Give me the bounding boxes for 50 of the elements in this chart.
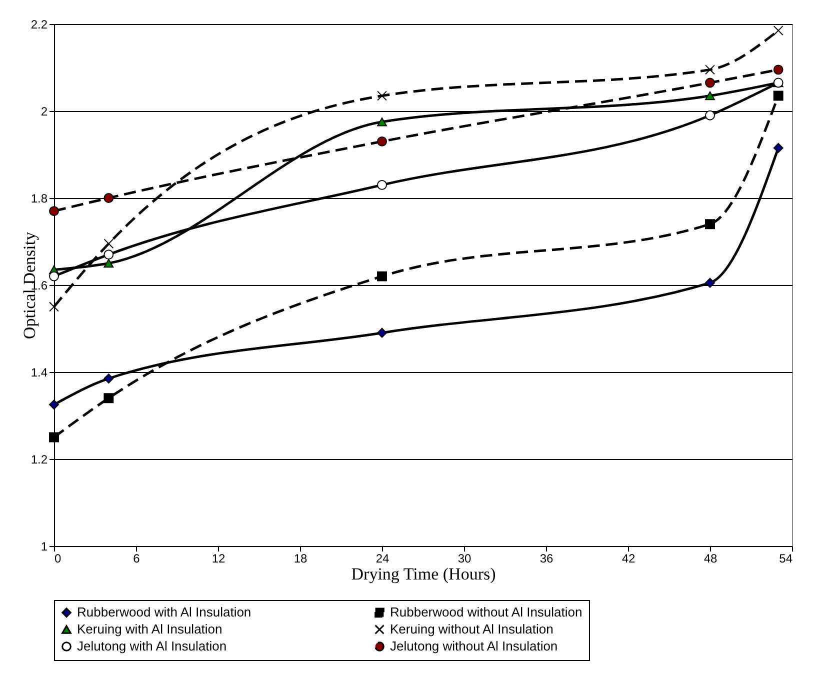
legend-label: Keruing with Al Insulation [77, 622, 222, 636]
point [705, 64, 715, 75]
point [377, 180, 387, 190]
x-axis-title: Drying Time (Hours) [351, 564, 496, 584]
x-tick-label: 12 [212, 552, 226, 566]
y-tick-label: 1.4 [30, 366, 48, 380]
x-tick-label: 0 [54, 552, 62, 566]
point [104, 258, 114, 268]
x-tick-label: 42 [622, 552, 636, 566]
point [377, 136, 387, 146]
point [377, 271, 387, 282]
legend-label: Keruing without Al Insulation [390, 622, 554, 636]
x-tick-label: 24 [376, 552, 390, 566]
legend-label: Rubberwood without Al Insulation [390, 604, 582, 620]
point [705, 78, 715, 88]
point [104, 238, 114, 249]
point [104, 250, 114, 260]
point [49, 206, 59, 216]
x-tick-label: 36 [540, 552, 554, 566]
x-tick-label: 48 [704, 552, 718, 566]
legend-label: Jelutong with Al Insulation [77, 638, 227, 654]
point [773, 64, 784, 75]
point [104, 393, 114, 404]
x-tick-label: 6 [133, 552, 140, 566]
point [705, 219, 715, 230]
point [377, 328, 387, 338]
y-tick-label: 2 [40, 104, 48, 118]
point [773, 90, 784, 101]
point [104, 374, 114, 384]
point [705, 110, 715, 120]
point [377, 118, 387, 126]
point [705, 278, 715, 288]
point [49, 400, 59, 410]
point [49, 302, 59, 312]
point [377, 90, 387, 101]
point [773, 143, 784, 153]
point [773, 26, 784, 36]
point [705, 91, 715, 100]
x-tick-label: 18 [294, 552, 308, 566]
point [104, 193, 114, 203]
x-tick-label: 30 [458, 552, 472, 566]
legend-label: Rubberwood with Al Insulation [77, 604, 252, 620]
x-tick-label: 54 [779, 552, 793, 566]
y-tick-label: 2.2 [30, 18, 48, 32]
point [49, 271, 59, 282]
point [49, 432, 59, 442]
y-tick-label: 1 [40, 540, 48, 554]
legend-label: Jelutong without Al Insulation [390, 638, 558, 654]
y-tick-label: 1.2 [30, 452, 48, 466]
y-tick-label: 1.8 [30, 192, 48, 206]
